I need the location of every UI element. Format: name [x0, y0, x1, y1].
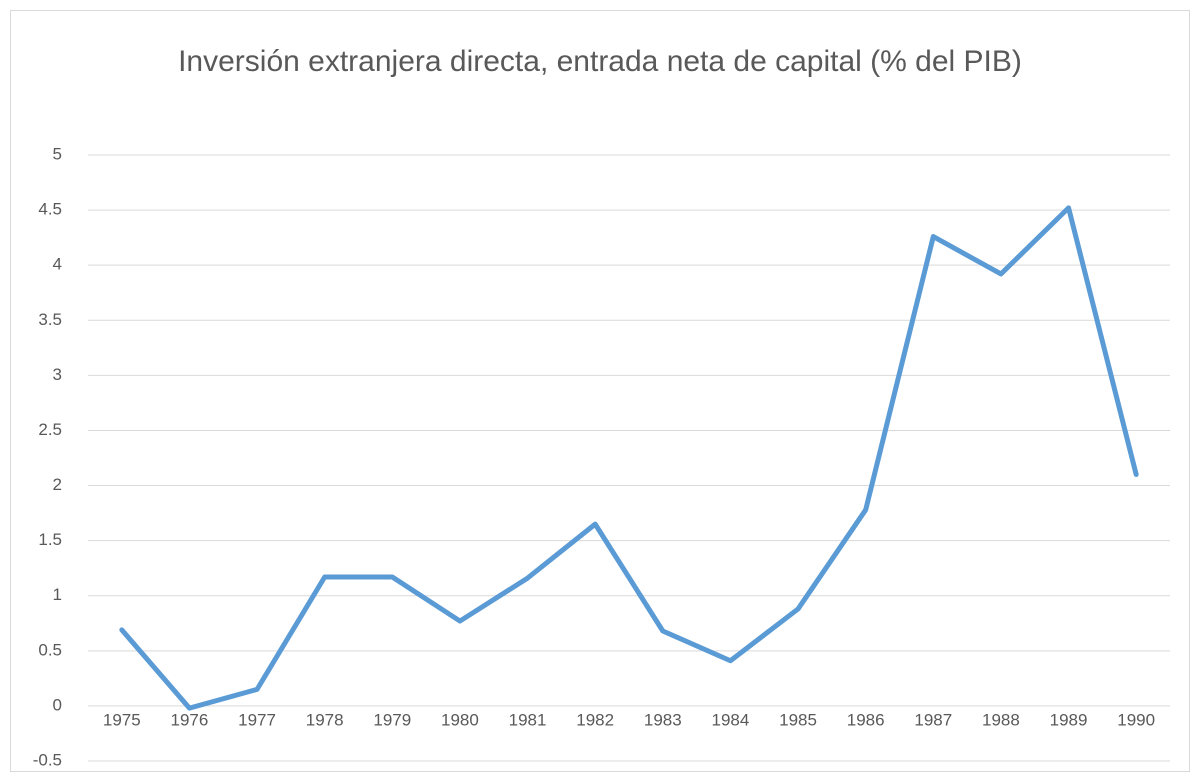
y-tick-label: 4	[53, 255, 62, 274]
y-tick-label: 0.5	[38, 640, 62, 659]
y-tick-label: 1.5	[38, 530, 62, 549]
y-tick-label: 0	[53, 695, 62, 714]
y-tick-label: 2.5	[38, 420, 62, 439]
x-tick-label: 1980	[441, 710, 479, 729]
y-tick-label: 1	[53, 585, 62, 604]
y-tick-label: -0.5	[33, 750, 62, 769]
x-tick-label: 1990	[1117, 710, 1155, 729]
x-tick-label: 1981	[509, 710, 547, 729]
x-tick-label: 1983	[644, 710, 682, 729]
x-tick-label: 1985	[779, 710, 817, 729]
y-tick-label: 3	[53, 365, 62, 384]
y-tick-label: 3.5	[38, 310, 62, 329]
chart-title: Inversión extranjera directa, entrada ne…	[178, 45, 1022, 78]
y-tick-label: 5	[53, 144, 62, 163]
x-tick-label: 1982	[576, 710, 614, 729]
y-tick-label: 2	[53, 475, 62, 494]
x-tick-label: 1986	[847, 710, 885, 729]
x-tick-label: 1977	[238, 710, 276, 729]
y-tick-label: 4.5	[38, 200, 62, 219]
data-line	[119, 205, 1139, 711]
x-tick-label: 1989	[1050, 710, 1088, 729]
x-tick-label: 1988	[982, 710, 1020, 729]
x-tick-label: 1978	[306, 710, 344, 729]
x-tick-label: 1984	[712, 710, 750, 729]
x-tick-label: 1976	[171, 710, 209, 729]
x-tick-label: 1975	[103, 710, 141, 729]
chart-border	[10, 10, 1190, 772]
x-tick-label: 1987	[914, 710, 952, 729]
x-tick-label: 1979	[373, 710, 411, 729]
